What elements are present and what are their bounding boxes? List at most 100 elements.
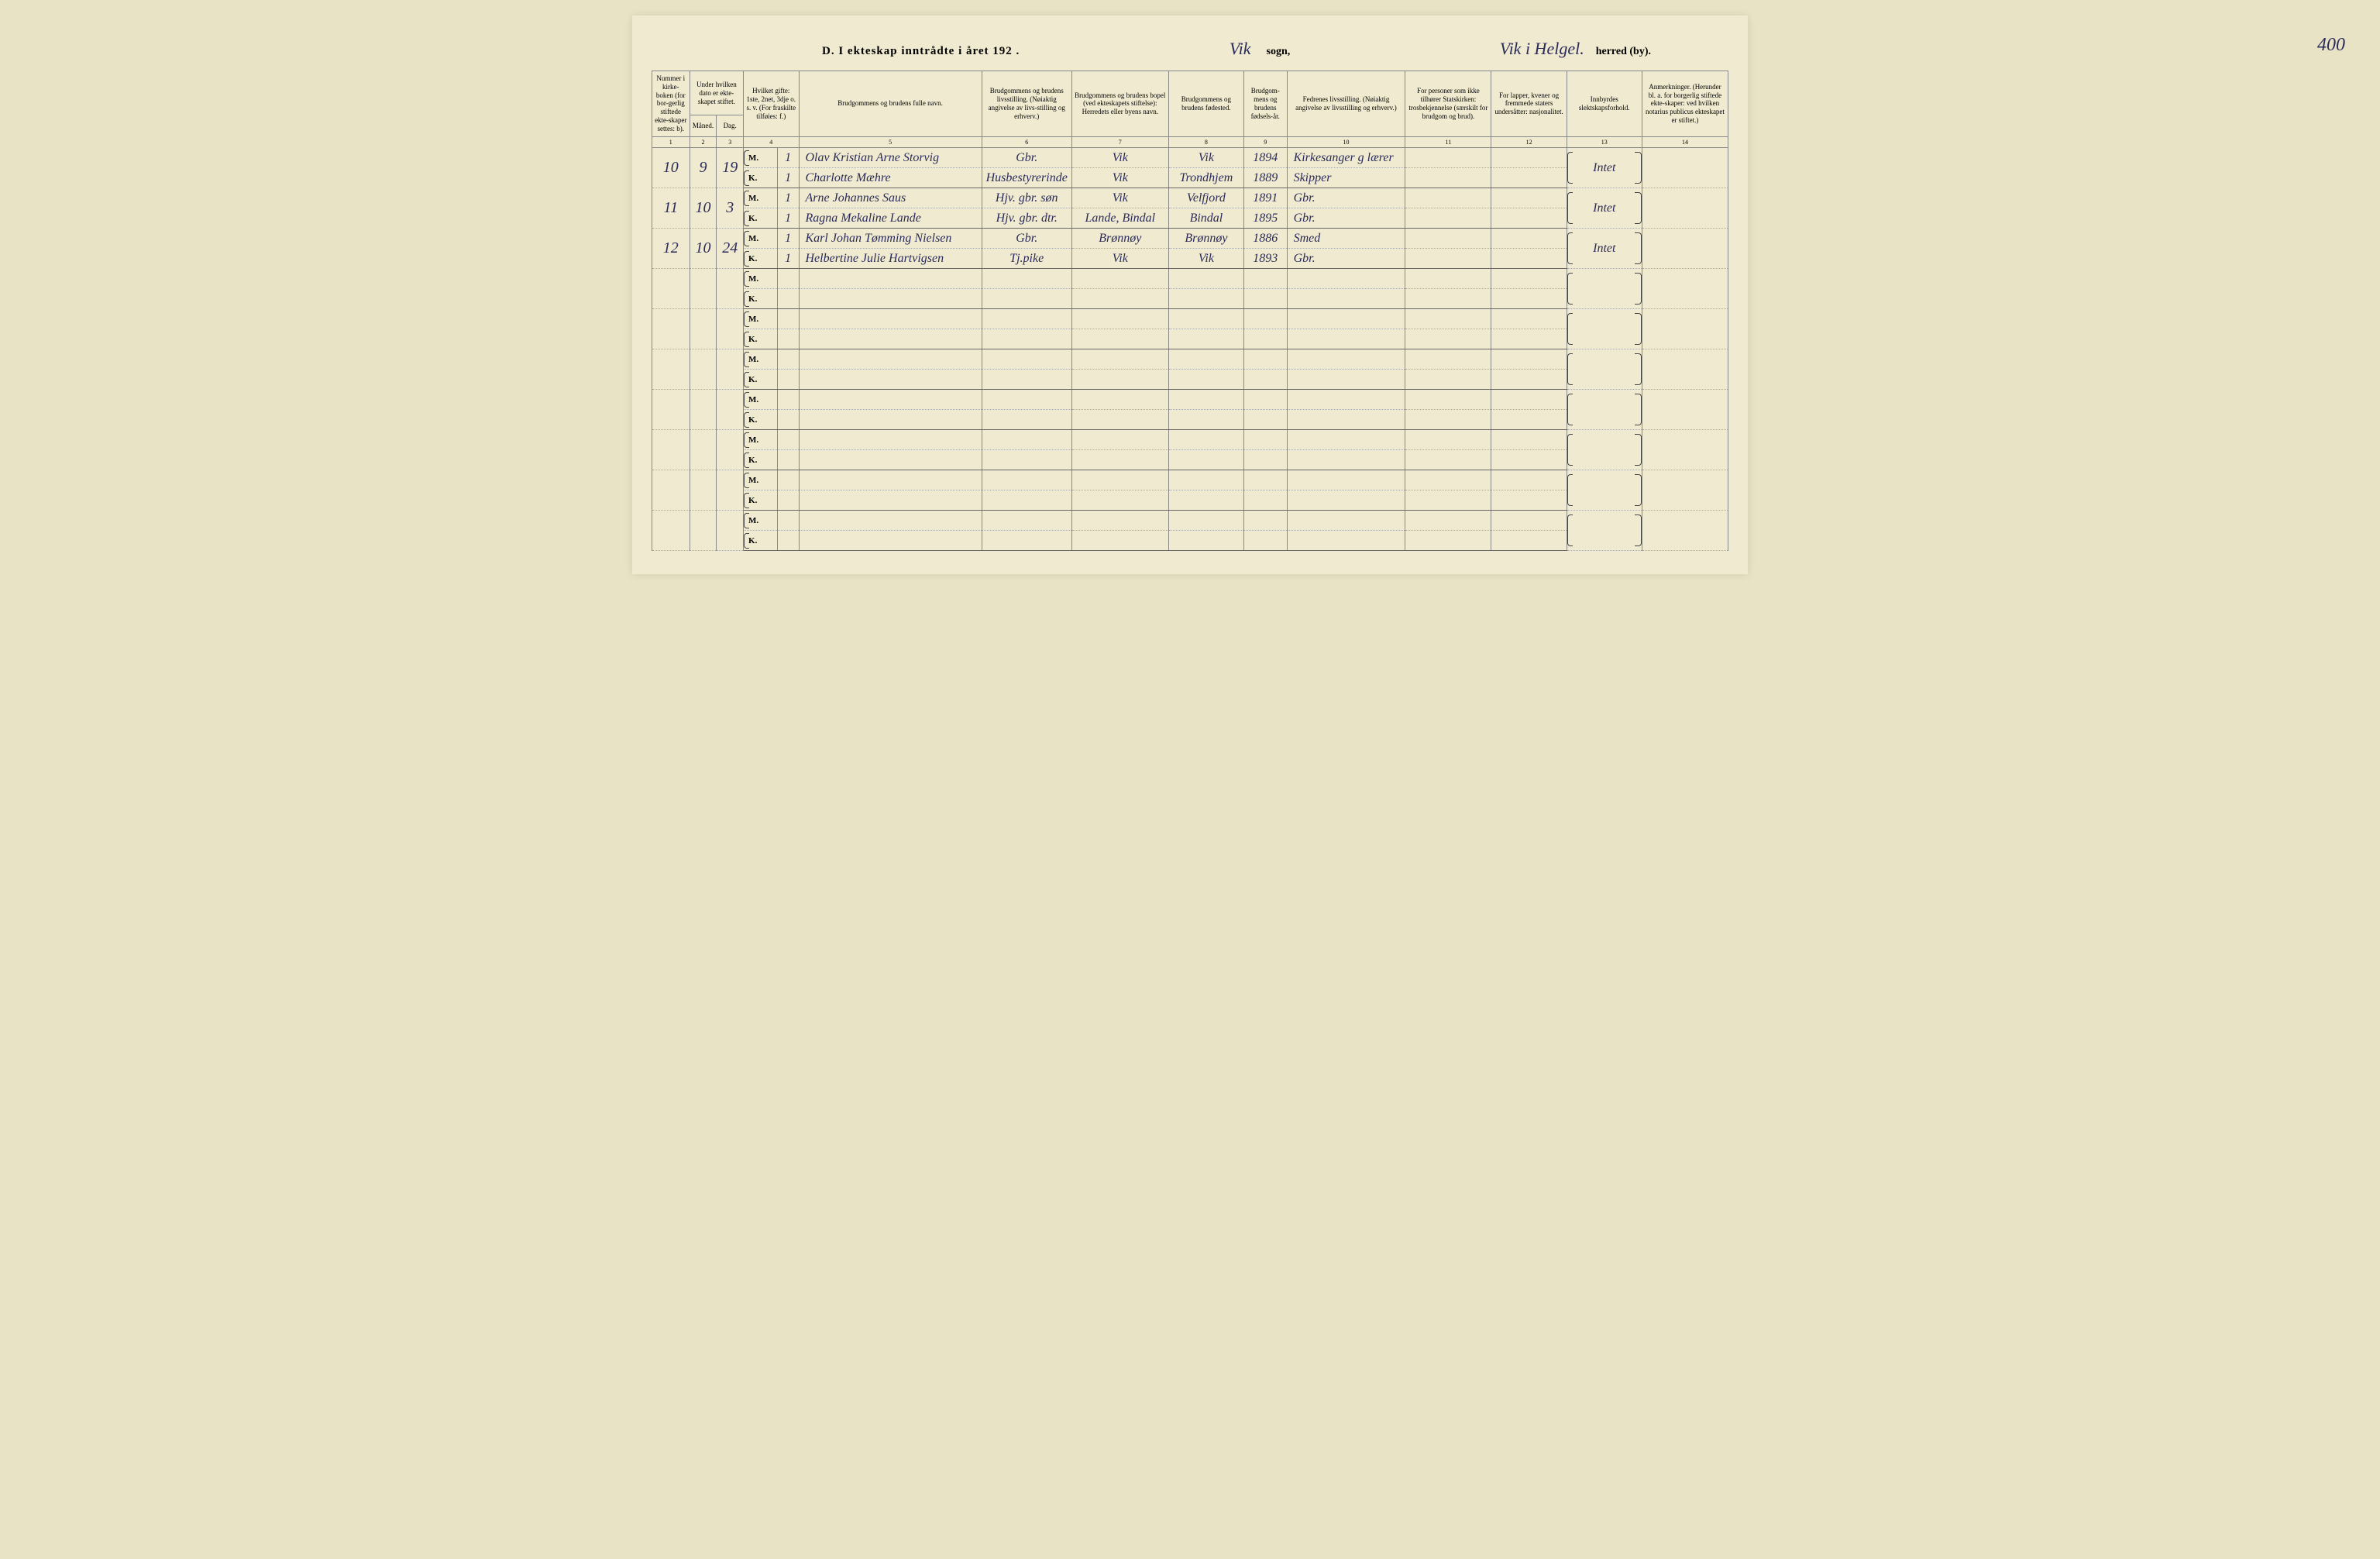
cell-gifte (777, 450, 799, 470)
cell-livs (982, 390, 1071, 410)
cell-nasj (1491, 349, 1567, 370)
cell-anm (1642, 309, 1728, 349)
mk-label-k: K. (744, 490, 778, 511)
col-num-9: 9 (1244, 136, 1288, 148)
mk-label-m: M. (744, 390, 778, 410)
col-header-12: For lapper, kvener og fremmede staters u… (1491, 71, 1567, 137)
entry-day (717, 470, 744, 511)
entry-number (652, 470, 690, 511)
cell-year (1244, 511, 1288, 531)
col-num-10: 10 (1287, 136, 1405, 148)
cell-tros (1405, 390, 1491, 410)
col-num-2: 2 (690, 136, 717, 148)
cell-tros (1405, 269, 1491, 289)
cell-fedr (1287, 309, 1405, 329)
cell-livs (982, 410, 1071, 430)
cell-fedr (1287, 289, 1405, 309)
mk-label-k: K. (744, 168, 778, 188)
entry-number (652, 430, 690, 470)
cell-livs: Gbr. (982, 229, 1071, 249)
cell-nasj (1491, 309, 1567, 329)
cell-nasj (1491, 430, 1567, 450)
entry-month: 10 (690, 229, 717, 269)
table-row: M. (652, 349, 1728, 370)
cell-year: 1893 (1244, 249, 1288, 269)
cell-gifte (777, 470, 799, 490)
entry-day (717, 390, 744, 430)
cell-fedr (1287, 511, 1405, 531)
cell-gifte: 1 (777, 208, 799, 229)
cell-tros (1405, 148, 1491, 168)
cell-livs: Gbr. (982, 148, 1071, 168)
col-header-9: Brudgom-mens og brudens fødsels-år. (1244, 71, 1288, 137)
cell-year (1244, 329, 1288, 349)
cell-gifte (777, 269, 799, 289)
cell-nasj (1491, 249, 1567, 269)
col-header-5: Brudgommens og brudens fulle navn. (799, 71, 982, 137)
cell-nasj (1491, 370, 1567, 390)
col-num-5: 5 (799, 136, 982, 148)
table-body: 10919M.1Olav Kristian Arne StorvigGbr.Vi… (652, 148, 1728, 551)
cell-livs: Hjv. gbr. dtr. (982, 208, 1071, 229)
entry-month (690, 390, 717, 430)
cell-livs (982, 430, 1071, 450)
cell-tros (1405, 370, 1491, 390)
mk-label-m: M. (744, 269, 778, 289)
cell-name (799, 370, 982, 390)
col-num-8: 8 (1168, 136, 1243, 148)
cell-nasj (1491, 148, 1567, 168)
cell-gifte (777, 490, 799, 511)
cell-tros (1405, 511, 1491, 531)
cell-bopel (1071, 430, 1168, 450)
cell-nasj (1491, 390, 1567, 410)
cell-fedr (1287, 470, 1405, 490)
mk-label-m: M. (744, 148, 778, 168)
entry-day (717, 309, 744, 349)
cell-bopel (1071, 410, 1168, 430)
cell-livs: Husbestyrerinde (982, 168, 1071, 188)
herred-label: herred (by). (1596, 46, 1651, 58)
col-num-14: 14 (1642, 136, 1728, 148)
cell-name: Arne Johannes Saus (799, 188, 982, 208)
cell-bopel: Vik (1071, 148, 1168, 168)
cell-name (799, 349, 982, 370)
table-row: 11103M.1Arne Johannes SausHjv. gbr. sønV… (652, 188, 1728, 208)
sogn-label: sogn, (1267, 46, 1291, 58)
cell-anm (1642, 188, 1728, 229)
entry-month (690, 349, 717, 390)
cell-name (799, 390, 982, 410)
cell-bopel (1071, 531, 1168, 551)
cell-bopel (1071, 349, 1168, 370)
cell-tros (1405, 470, 1491, 490)
cell-fedr: Gbr. (1287, 208, 1405, 229)
cell-gifte (777, 410, 799, 430)
cell-fodested (1168, 370, 1243, 390)
col-num-3: 3 (717, 136, 744, 148)
cell-year: 1894 (1244, 148, 1288, 168)
cell-name: Olav Kristian Arne Storvig (799, 148, 982, 168)
cell-fodested: Vik (1168, 148, 1243, 168)
cell-name: Helbertine Julie Hartvigsen (799, 249, 982, 269)
mk-label-m: M. (744, 430, 778, 450)
cell-tros (1405, 229, 1491, 249)
col-header-2a: Måned. (690, 115, 717, 136)
herred-value: Vik i Helgel. (1500, 39, 1584, 59)
mk-label-k: K. (744, 531, 778, 551)
cell-bopel: Brønnøy (1071, 229, 1168, 249)
entry-day: 3 (717, 188, 744, 229)
cell-livs (982, 470, 1071, 490)
cell-anm (1642, 269, 1728, 309)
mk-label-m: M. (744, 309, 778, 329)
cell-fedr (1287, 450, 1405, 470)
cell-livs (982, 349, 1071, 370)
cell-year (1244, 309, 1288, 329)
entry-month (690, 430, 717, 470)
table-header: Nummer i kirke-boken (for bor-gerlig sti… (652, 71, 1728, 148)
cell-bopel: Vik (1071, 188, 1168, 208)
cell-livs: Hjv. gbr. søn (982, 188, 1071, 208)
col-num-6: 6 (982, 136, 1071, 148)
cell-fedr (1287, 531, 1405, 551)
cell-fodested (1168, 470, 1243, 490)
cell-year (1244, 430, 1288, 450)
cell-anm (1642, 148, 1728, 188)
